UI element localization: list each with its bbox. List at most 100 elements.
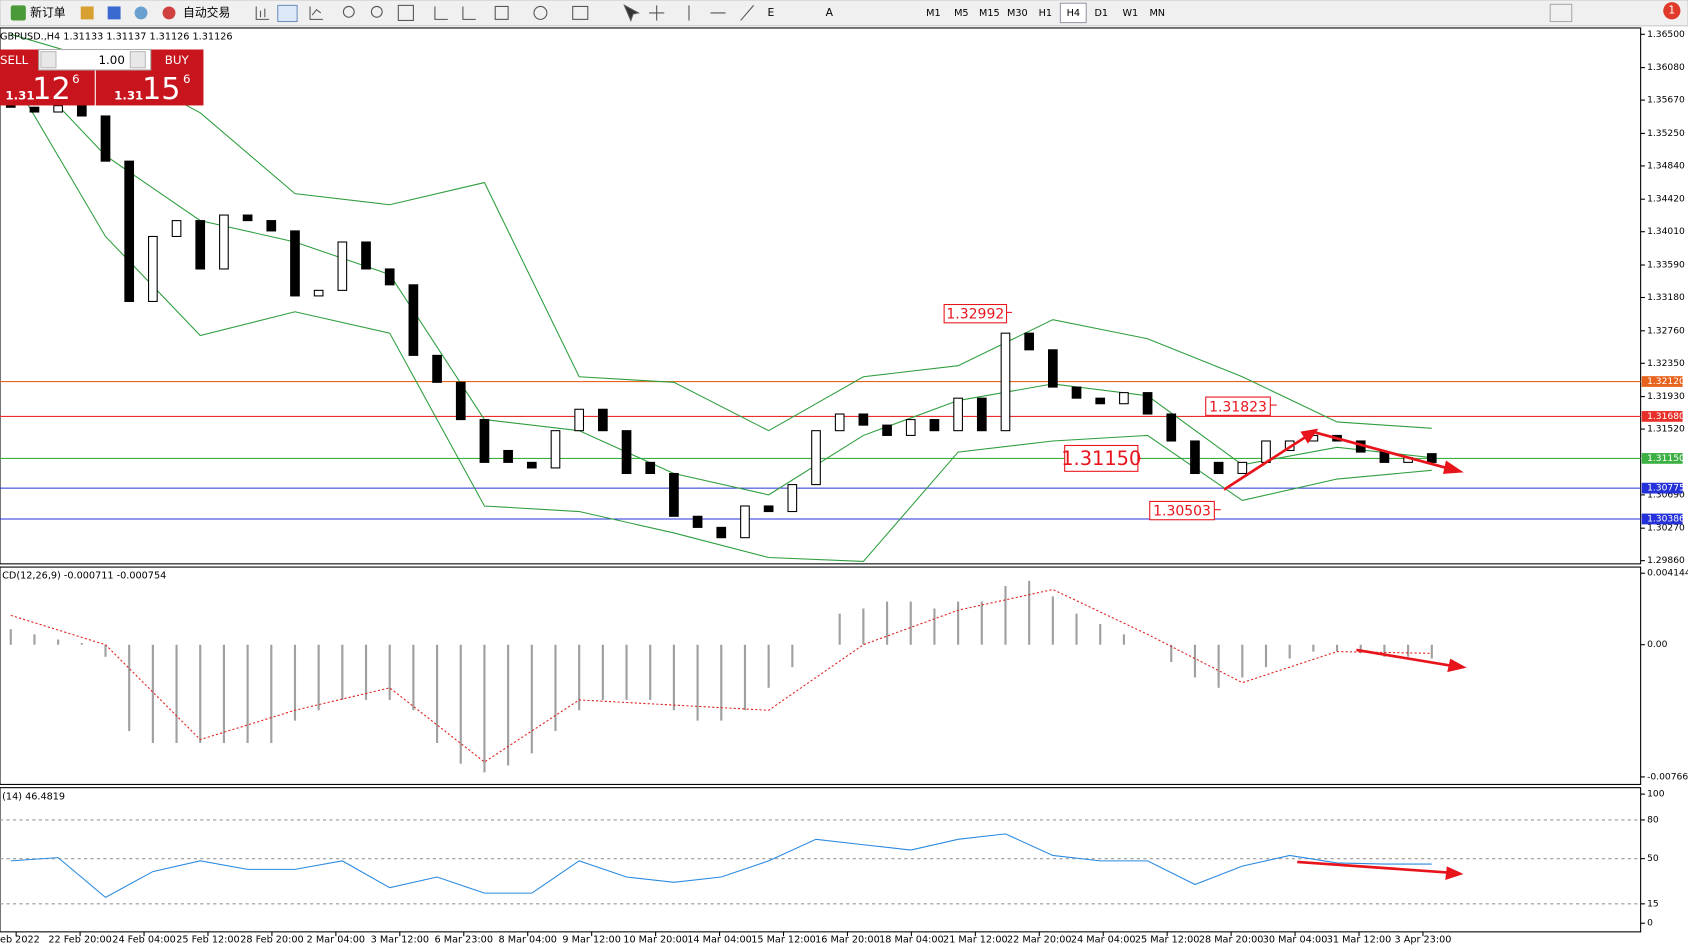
- timeframe-button[interactable]: MN: [1149, 8, 1165, 19]
- x-tick-label: 3 Apr 23:00: [1394, 934, 1451, 945]
- zoom-in-icon[interactable]: [342, 5, 355, 18]
- indicator-icon[interactable]: [494, 5, 509, 20]
- zoom-out-icon[interactable]: [370, 5, 383, 18]
- main-panel: [0, 27, 1642, 565]
- candle: [1213, 461, 1224, 475]
- new-order-icon[interactable]: [10, 5, 26, 21]
- y-tick-label: 1.32350: [1647, 359, 1685, 369]
- annotation-box: [1205, 396, 1271, 416]
- period-icon[interactable]: [533, 5, 548, 20]
- fibo-icon[interactable]: E: [768, 6, 775, 19]
- auto-trading-button[interactable]: 自动交易: [183, 5, 230, 19]
- candle: [337, 241, 348, 291]
- y-tick-label: -0.007664: [1647, 772, 1688, 782]
- timeframe-button[interactable]: W1: [1122, 8, 1138, 19]
- level-label: 1.31150: [1647, 454, 1685, 464]
- candle: [171, 220, 182, 237]
- timeframe-button[interactable]: H1: [1039, 8, 1052, 19]
- timeframe-button[interactable]: D1: [1094, 8, 1108, 19]
- annotation-label: 1.30503: [1153, 504, 1211, 520]
- line-tools[interactable]: [688, 5, 754, 21]
- cursor-icon[interactable]: [623, 4, 640, 22]
- line-chart-icon[interactable]: [309, 6, 323, 20]
- level-tag: [1641, 376, 1683, 387]
- annotation-label: 1.31150: [1061, 447, 1141, 470]
- y-tick-label: 0: [1647, 919, 1653, 929]
- candle: [692, 515, 703, 528]
- lots-value[interactable]: 1.00: [99, 53, 125, 67]
- lots-up[interactable]: [129, 51, 146, 69]
- notification-badge[interactable]: [1663, 2, 1681, 20]
- macd-panel: [0, 566, 1642, 785]
- level-tag: [1641, 453, 1683, 464]
- new-order-button[interactable]: 新订单: [30, 5, 66, 19]
- candle: [1379, 451, 1390, 463]
- tool-icon[interactable]: [80, 6, 94, 20]
- candle: [645, 461, 656, 475]
- y-tick-label: 1.30270: [1647, 524, 1685, 534]
- x-tick-label: 2 Mar 04:00: [307, 934, 365, 945]
- y-tick-label: 1.34420: [1647, 195, 1685, 205]
- annotation-box: [1149, 500, 1215, 521]
- y-tick-label: 1.32760: [1647, 326, 1685, 336]
- x-tick-label: 18 Mar 04:00: [879, 934, 944, 945]
- ask-frac: 6: [183, 72, 191, 86]
- chart-layer: 1.36500 1.36080 1.35670 1.35250 1.34840 1.344…: [0, 30, 1688, 945]
- candle: [53, 105, 63, 113]
- y-tick-label: 1.31520: [1647, 425, 1685, 435]
- candle: [763, 505, 774, 513]
- timeframe-button[interactable]: H4: [1067, 8, 1080, 19]
- tool-icon[interactable]: [107, 6, 121, 20]
- scroll-icon[interactable]: [434, 6, 476, 20]
- arrowhead: [1447, 658, 1467, 673]
- candle: [408, 284, 419, 356]
- text-icon[interactable]: A: [826, 6, 834, 19]
- lots-input[interactable]: [38, 48, 152, 71]
- candle-icon[interactable]: [277, 4, 298, 23]
- x-tick-label: eb 2022: [0, 934, 40, 945]
- y-tick-label: 1.34840: [1647, 161, 1685, 171]
- arrow: [1356, 648, 1454, 668]
- sell-label[interactable]: SELL: [0, 53, 29, 67]
- timeframe-button[interactable]: M15: [979, 8, 1000, 19]
- annotation-box: [1064, 444, 1139, 472]
- y-tick-label: 15: [1647, 899, 1659, 909]
- candle: [1000, 332, 1011, 432]
- timeframe-button[interactable]: M30: [1007, 8, 1028, 19]
- search-icon[interactable]: [1549, 3, 1573, 23]
- lots-down[interactable]: [40, 51, 57, 69]
- template-icon[interactable]: [572, 5, 589, 20]
- level-tag: [1641, 482, 1683, 494]
- y-tick-label: 0.004144: [1647, 569, 1688, 579]
- candle: [219, 214, 229, 270]
- ask-big: 1.31: [114, 88, 143, 102]
- x-tick-label: 22 Feb 20:00: [48, 934, 111, 945]
- bid-main: 12: [32, 72, 70, 107]
- candle: [953, 397, 963, 432]
- y-tick-label: 1.33180: [1647, 293, 1685, 303]
- y-tick-label: 1.35670: [1647, 96, 1685, 106]
- timeframe-button[interactable]: M5: [954, 8, 969, 19]
- candle: [148, 235, 158, 303]
- buy-label[interactable]: BUY: [165, 53, 190, 67]
- y-tick-label: 1.36500: [1647, 30, 1685, 40]
- auto-trading-icon[interactable]: [162, 6, 176, 20]
- candle: [384, 268, 395, 286]
- candle: [100, 115, 111, 162]
- bar-chart-icon[interactable]: [255, 6, 270, 20]
- candle: [787, 484, 798, 513]
- candle: [195, 220, 206, 270]
- x-tick-label: 28 Feb 20:00: [240, 934, 303, 945]
- candle: [882, 424, 892, 436]
- candle: [313, 289, 324, 297]
- tile-icon[interactable]: [397, 4, 414, 21]
- candle: [1119, 392, 1129, 405]
- candle: [834, 413, 845, 432]
- x-tick-label: 8 Mar 04:00: [498, 934, 556, 945]
- crosshair-icon[interactable]: [649, 5, 665, 21]
- timeframe-button[interactable]: M1: [926, 8, 941, 19]
- macd-title: CD(12,26,9) -0.000711 -0.000754: [2, 571, 166, 582]
- bid-big: 1.31: [5, 88, 34, 102]
- tool-icon[interactable]: [134, 6, 148, 20]
